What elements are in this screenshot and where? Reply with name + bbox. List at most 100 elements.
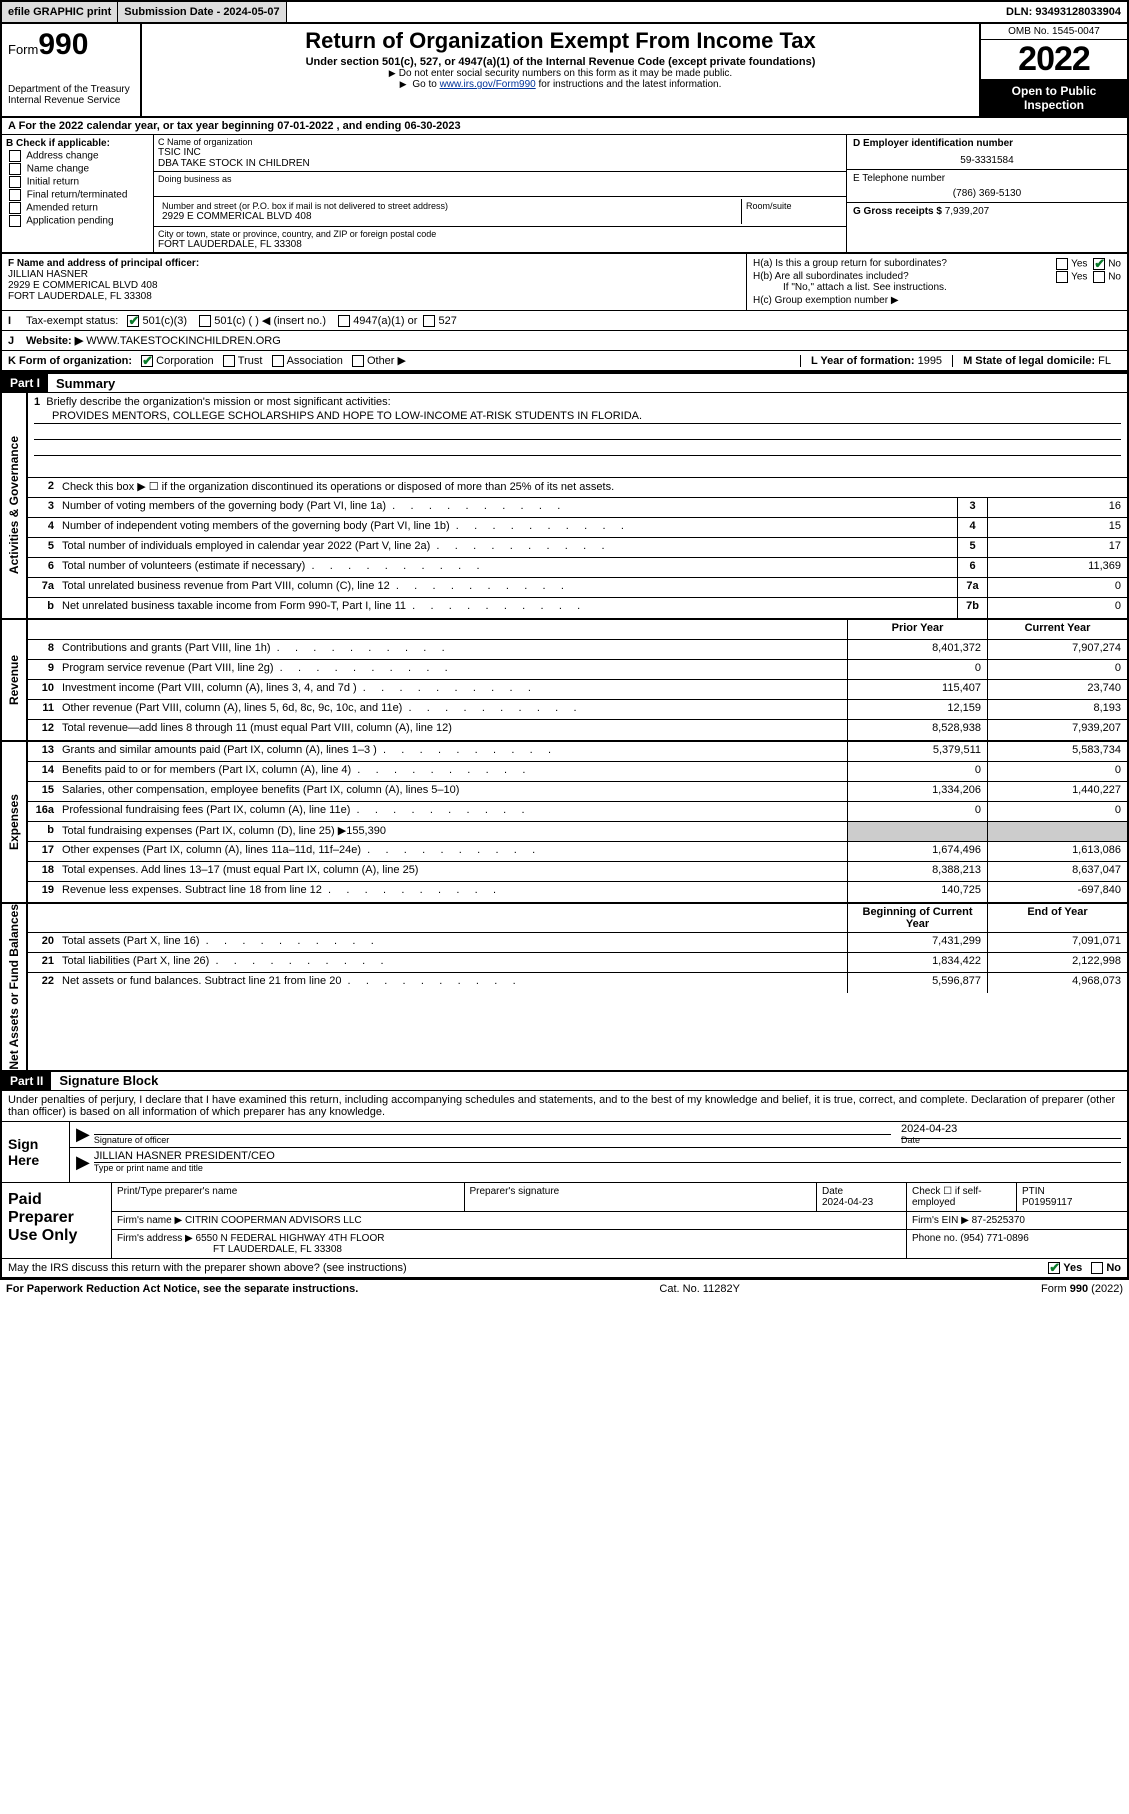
k-lbl: K Form of organization: [8, 355, 132, 367]
i-lbl: Tax-exempt status: [26, 315, 118, 327]
efile-print-button[interactable]: efile GRAPHIC print [2, 2, 118, 22]
form-number: Form990 [8, 28, 134, 62]
footer-mid: Cat. No. 11282Y [659, 1283, 740, 1295]
ein-cell: D Employer identification number 59-3331… [847, 135, 1127, 170]
officer-addr1: 2929 E COMMERICAL BLVD 408 [8, 280, 158, 291]
fh-row: F Name and address of principal officer:… [2, 253, 1127, 311]
line-7a: 7aTotal unrelated business revenue from … [28, 578, 1127, 598]
hb-yes: Yes [1071, 272, 1087, 283]
i-501c: 501(c) ( ) ◀ (insert no.) [214, 314, 326, 327]
chk-final-return[interactable]: Final return/terminated [6, 189, 149, 201]
discuss-no-chk[interactable] [1091, 1262, 1103, 1274]
form-990-num: 990 [38, 28, 88, 61]
prep-name-lbl: Print/Type preparer's name [112, 1183, 465, 1211]
discuss-no: No [1106, 1262, 1121, 1274]
line-7b: bNet unrelated business taxable income f… [28, 598, 1127, 618]
tax-year: 2022 [981, 40, 1127, 80]
taxyear-pre: For the 2022 calendar year, or tax year … [19, 120, 278, 132]
chk-527[interactable] [423, 315, 435, 327]
gov-section: Activities & Governance 1 Briefly descri… [2, 393, 1127, 620]
side-net: Net Assets or Fund Balances [2, 904, 28, 1070]
line-8: 8Contributions and grants (Part VIII, li… [28, 640, 1127, 660]
paid-prep-row: Paid Preparer Use Only Print/Type prepar… [2, 1183, 1127, 1259]
phone-lbl: E Telephone number [853, 173, 945, 184]
chk-amended[interactable]: Amended return [6, 202, 149, 214]
line-3: 3Number of voting members of the governi… [28, 498, 1127, 518]
firmein-lbl: Firm's EIN ▶ [912, 1215, 969, 1226]
line-2: 2Check this box ▶ ☐ if the organization … [28, 478, 1127, 498]
discuss-row: May the IRS discuss this return with the… [2, 1259, 1127, 1277]
irs-link[interactable]: www.irs.gov/Form990 [440, 79, 536, 90]
l-cell: L Year of formation: 1995 [800, 355, 952, 367]
sig-decl: Under penalties of perjury, I declare th… [2, 1091, 1127, 1122]
block-c: C Name of organization TSIC INC DBA TAKE… [154, 135, 847, 252]
chk-address-change[interactable]: Address change [6, 150, 149, 162]
dept-treasury: Department of the Treasury Internal Reve… [8, 84, 134, 106]
b-label: B Check if applicable: [6, 138, 110, 149]
dba-cell: Doing business as [154, 172, 846, 197]
title-row: Form990 Department of the Treasury Inter… [2, 24, 1127, 118]
ptin-lbl: PTIN [1022, 1186, 1045, 1197]
hb-no: No [1108, 272, 1121, 283]
line-18: 18Total expenses. Add lines 13–17 (must … [28, 862, 1127, 882]
line-4: 4Number of independent voting members of… [28, 518, 1127, 538]
header-bar: efile GRAPHIC print Submission Date - 20… [2, 2, 1127, 24]
prep-sig-lbl: Preparer's signature [465, 1183, 818, 1211]
mission-block: 1 Briefly describe the organization's mi… [28, 393, 1127, 478]
line-16a: 16aProfessional fundraising fees (Part I… [28, 802, 1127, 822]
hb-note: If "No," attach a list. See instructions… [753, 282, 1121, 293]
net-section: Net Assets or Fund Balances Beginning of… [2, 904, 1127, 1072]
chk-other[interactable] [352, 355, 364, 367]
m-val: FL [1098, 355, 1111, 367]
mission-lbl: Briefly describe the organization's miss… [46, 396, 390, 408]
title-right: OMB No. 1545-0047 2022 Open to Public In… [979, 24, 1127, 116]
paid-prep-label: Paid Preparer Use Only [2, 1183, 112, 1258]
line-19: 19Revenue less expenses. Subtract line 1… [28, 882, 1127, 902]
officer-typed-lbl: Type or print name and title [94, 1163, 1121, 1173]
block-de: D Employer identification number 59-3331… [847, 135, 1127, 252]
ha-row: H(a) Is this a group return for subordin… [753, 258, 1121, 269]
addr-cell: Number and street (or P.O. box if mail i… [154, 197, 846, 227]
part2-title: Part II Signature Block [2, 1072, 1127, 1091]
side-exp: Expenses [2, 742, 28, 902]
i-4947: 4947(a)(1) or [353, 315, 417, 327]
chk-501c[interactable] [199, 315, 211, 327]
line-10: 10Investment income (Part VIII, column (… [28, 680, 1127, 700]
goto-post: for instructions and the latest informat… [536, 79, 722, 90]
chk-assoc[interactable] [272, 355, 284, 367]
chk-initial-return[interactable]: Initial return [6, 176, 149, 188]
paid-line-3: Firm's address ▶ 6550 N FEDERAL HIGHWAY … [112, 1230, 1127, 1258]
chk-name-change[interactable]: Name change [6, 163, 149, 175]
firmein-val: 87-2525370 [972, 1215, 1025, 1226]
addr-lbl: Number and street (or P.O. box if mail i… [162, 201, 737, 211]
dba-lbl: Doing business as [158, 174, 842, 184]
chk-corp[interactable] [141, 355, 153, 367]
f-lbl: F Name and address of principal officer: [8, 258, 199, 269]
firm-val: CITRIN COOPERMAN ADVISORS LLC [185, 1215, 362, 1226]
org-name: TSIC INC [158, 147, 842, 158]
paid-line-2: Firm's name ▶ CITRIN COOPERMAN ADVISORS … [112, 1212, 1127, 1230]
discuss-yes-chk[interactable] [1048, 1262, 1060, 1274]
chk-4947[interactable] [338, 315, 350, 327]
city-cell: City or town, state or province, country… [154, 227, 846, 252]
l16b-val: 155,390 [346, 825, 386, 837]
room-suite: Room/suite [742, 199, 842, 224]
i-501c3: 501(c)(3) [142, 315, 187, 327]
footer-right: Form 990 (2022) [1041, 1283, 1123, 1295]
discuss-yes: Yes [1063, 1262, 1082, 1274]
officer-name: JILLIAN HASNER [8, 269, 88, 280]
part2-hdr: Part II [2, 1072, 51, 1090]
chk-501c3[interactable] [127, 315, 139, 327]
submission-date-button[interactable]: Submission Date - 2024-05-07 [118, 2, 286, 22]
chk-app-pending[interactable]: Application pending [6, 215, 149, 227]
firmphone-lbl: Phone no. [912, 1233, 958, 1244]
chk-trust[interactable] [223, 355, 235, 367]
firmaddr2: FT LAUDERDALE, FL 33308 [117, 1244, 342, 1255]
rev-colhdr: Prior YearCurrent Year [28, 620, 1127, 640]
rev-section: Revenue Prior YearCurrent Year 8Contribu… [2, 620, 1127, 742]
taxyear-mid: , and ending [333, 120, 404, 132]
firmaddr-lbl: Firm's address ▶ [117, 1233, 193, 1244]
prep-selfemp: Check ☐ if self-employed [907, 1183, 1017, 1211]
k-assoc: Association [287, 355, 343, 367]
prep-date-lbl: Date [822, 1186, 843, 1197]
